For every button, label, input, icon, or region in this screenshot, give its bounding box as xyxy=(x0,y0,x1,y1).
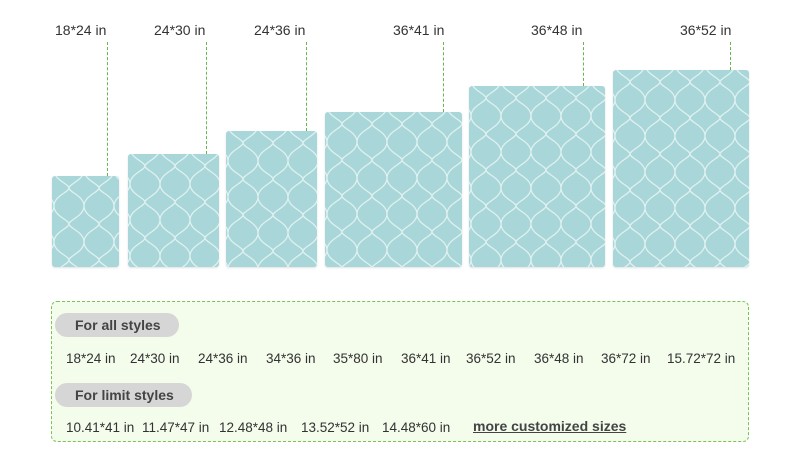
size-option: 36*41 in xyxy=(401,351,451,366)
mat-36x41 xyxy=(325,112,462,267)
size-option: 34*36 in xyxy=(266,351,316,366)
size-label-36x52: 36*52 in xyxy=(680,22,732,38)
size-option: 36*52 in xyxy=(466,351,516,366)
size-label-24x30: 24*30 in xyxy=(154,22,206,38)
more-customized-sizes-link[interactable]: more customized sizes xyxy=(473,418,627,434)
mat-24x30 xyxy=(128,154,219,267)
ogee-pattern xyxy=(226,131,317,267)
size-option: 15.72*72 in xyxy=(667,351,736,366)
size-label-36x41: 36*41 in xyxy=(393,22,445,38)
size-label-18x24: 18*24 in xyxy=(55,22,107,38)
size-option: 11.47*47 in xyxy=(142,420,210,435)
leader-line-36x41 xyxy=(443,42,444,112)
size-option: 24*36 in xyxy=(198,351,248,366)
ogee-pattern xyxy=(128,154,219,267)
leader-line-18x24 xyxy=(107,42,108,176)
ogee-pattern xyxy=(469,86,605,267)
size-option: 10.41*41 in xyxy=(66,420,135,435)
size-option: 36*72 in xyxy=(601,351,651,366)
mat-36x52 xyxy=(613,70,749,267)
size-option: 14.48*60 in xyxy=(382,420,451,435)
mat-18x24 xyxy=(52,176,119,267)
limit-styles-heading: For limit styles xyxy=(55,383,192,407)
ogee-pattern xyxy=(325,112,462,267)
size-label-36x48: 36*48 in xyxy=(531,22,583,38)
ogee-pattern xyxy=(52,176,119,267)
size-option: 13.52*52 in xyxy=(301,420,370,435)
size-option: 18*24 in xyxy=(66,351,116,366)
leader-line-36x52 xyxy=(730,42,731,70)
size-option: 24*30 in xyxy=(130,351,180,366)
size-option: 35*80 in xyxy=(333,351,383,366)
size-options-panel: For all styles 18*24 in 24*30 in 24*36 i… xyxy=(51,301,749,442)
size-option: 12.48*48 in xyxy=(219,420,288,435)
leader-line-24x30 xyxy=(206,42,207,154)
size-label-24x36: 24*36 in xyxy=(254,22,306,38)
size-option: 36*48 in xyxy=(534,351,584,366)
leader-line-36x48 xyxy=(583,42,584,86)
ogee-pattern xyxy=(613,70,749,267)
all-styles-heading: For all styles xyxy=(55,313,179,337)
leader-line-24x36 xyxy=(306,42,307,131)
mat-36x48 xyxy=(469,86,605,267)
mat-24x36 xyxy=(226,131,317,267)
